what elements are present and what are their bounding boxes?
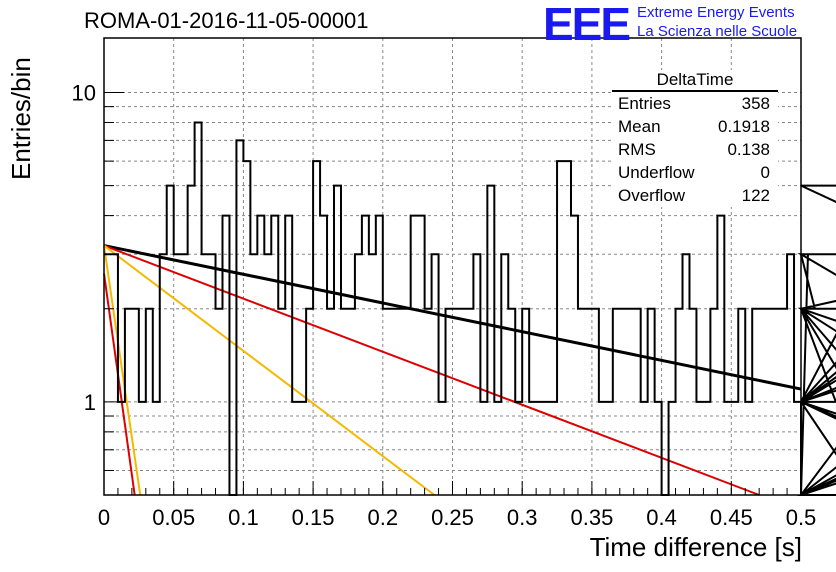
x-tick-label: 0.25	[431, 505, 474, 530]
stats-label: Overflow	[618, 186, 686, 205]
stats-value: 0.138	[727, 140, 770, 159]
y-tick-label: 1	[84, 390, 96, 415]
x-tick-label: 0.1	[228, 505, 259, 530]
logo-line-1: Extreme Energy Events	[637, 4, 795, 21]
x-tick-label: 0.45	[710, 505, 753, 530]
axis-tick-labels: 0 0.05 0.1 0.15 0.2 0.25 0.3 0.35 0.4 0.45 0.5 1 10	[72, 80, 817, 530]
fit-line	[103, 244, 760, 496]
stats-label: Entries	[618, 94, 671, 113]
histogram-series	[104, 121, 836, 496]
fit-line	[103, 244, 802, 391]
x-tick-label: 0.3	[507, 505, 538, 530]
stats-row: Mean 0.1918	[612, 115, 778, 138]
x-tick-label: 0.15	[292, 505, 335, 530]
x-tick-label: 0.35	[570, 505, 613, 530]
eee-logo: EEE	[543, 0, 631, 50]
stats-label: Underflow	[618, 163, 695, 182]
stats-row: Underflow 0	[612, 161, 778, 184]
logo-caption: Extreme Energy Events La Scienza nelle S…	[637, 3, 797, 41]
axis-ticks	[103, 91, 802, 495]
x-tick-label: 0.2	[368, 505, 399, 530]
stats-row: Entries 358	[612, 92, 778, 115]
stats-value: 0.1918	[718, 117, 770, 136]
stats-title: DeltaTime	[612, 70, 778, 92]
logo-line-2: La Scienza nelle Scuole	[637, 23, 798, 40]
histogram-line	[104, 121, 836, 496]
y-axis-label: Entries/bin	[6, 57, 36, 180]
fit-line	[103, 245, 142, 496]
x-tick-label: 0	[98, 505, 110, 530]
stats-row: RMS 0.138	[612, 138, 778, 161]
stats-label: RMS	[618, 140, 656, 159]
stats-label: Mean	[618, 117, 661, 136]
stats-value: 122	[741, 186, 770, 205]
y-tick-label: 10	[72, 80, 96, 105]
fit-line	[103, 273, 136, 496]
x-axis-label: Time difference [s]	[589, 532, 802, 562]
x-tick-label: 0.5	[786, 505, 817, 530]
stats-row: Overflow 122	[612, 184, 778, 207]
stats-value: 358	[741, 94, 770, 113]
stats-box: DeltaTime Entries 358 Mean 0.1918 RMS 0.…	[612, 70, 778, 207]
x-tick-label: 0.05	[152, 505, 195, 530]
chart-title: ROMA-01-2016-11-05-00001	[84, 8, 369, 33]
stats-value: 0	[760, 163, 770, 182]
x-tick-label: 0.4	[646, 505, 677, 530]
